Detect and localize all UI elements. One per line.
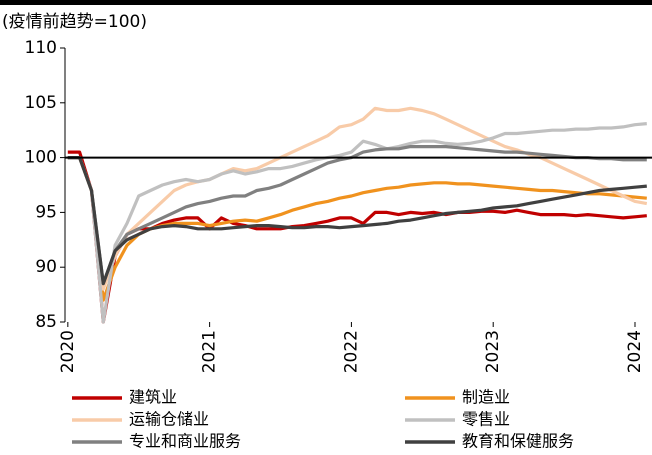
y-tick-label: 95: [35, 202, 57, 222]
series-line: [67, 150, 647, 324]
y-tick-label: 90: [35, 257, 57, 277]
legend-label: 运输仓储业: [129, 410, 209, 429]
x-tick-label: 2024: [625, 330, 645, 373]
y-tick-label: 110: [25, 38, 57, 58]
x-tick-label: 2020: [58, 330, 78, 373]
series-line: [67, 145, 647, 286]
x-tick-label: 2021: [200, 330, 220, 373]
x-tick-label: 2023: [483, 330, 503, 373]
y-tick-label: 105: [25, 93, 57, 113]
legend-label: 零售业: [462, 410, 510, 429]
series-line: [67, 122, 647, 324]
plot-area: [67, 106, 648, 324]
legend-label: 建筑业: [129, 388, 177, 407]
x-tick-label: 2022: [341, 330, 361, 373]
series-line: [67, 156, 647, 286]
y-axis-label: (疫情前趋势=100): [2, 12, 147, 32]
series-line: [67, 106, 648, 291]
y-tick-label: 85: [35, 312, 57, 332]
legend-label: 教育和保健服务: [462, 432, 574, 451]
top-bar: [0, 0, 652, 5]
y-tick-label: 100: [25, 148, 57, 168]
legend-label: 制造业: [462, 388, 510, 407]
legend-label: 专业和商业服务: [129, 432, 241, 451]
